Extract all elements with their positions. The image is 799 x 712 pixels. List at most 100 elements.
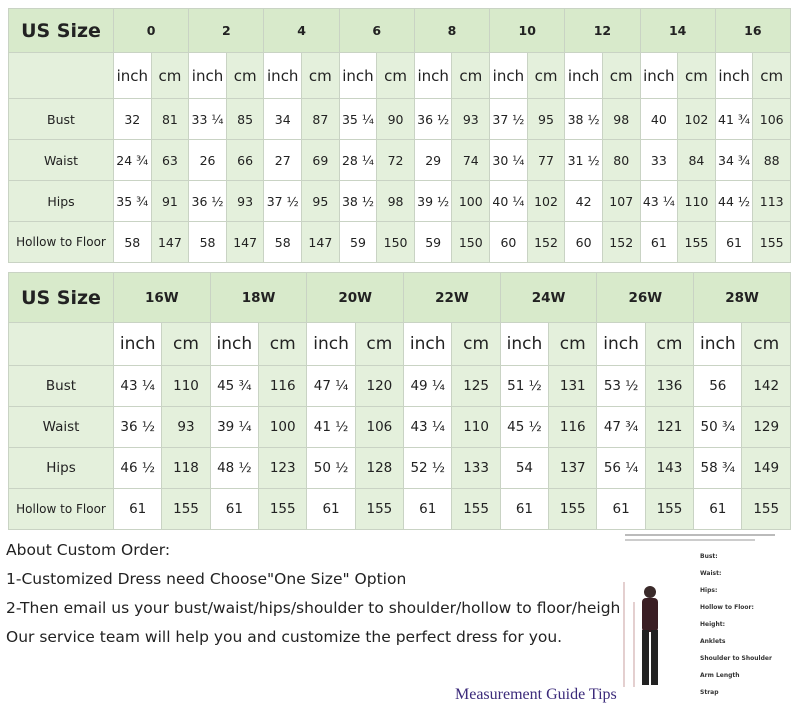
row-label: Hollow to Floor — [8, 221, 114, 263]
row-label: Bust — [8, 98, 114, 140]
unit-cm: cm — [225, 52, 265, 99]
size-chart-plus: US Size 16W 18W 20W 22W 24W 26W 28W inch cm inch cm… — [8, 272, 791, 530]
cm-value: 142 — [741, 365, 791, 407]
size-header: 14 — [639, 8, 716, 53]
inch-value: 35 ¼ — [338, 98, 378, 140]
unit-cm: cm — [301, 52, 340, 99]
inch-value: 31 ½ — [564, 139, 603, 181]
inch-value: 45 ½ — [499, 406, 550, 448]
cm-value: 147 — [301, 221, 340, 263]
size-header: 18W — [209, 272, 308, 323]
inch-value: 33 — [639, 139, 679, 181]
inch-value: 37 ½ — [489, 98, 528, 140]
inch-value: 43 ¼ — [112, 365, 163, 407]
unit-inch: inch — [209, 322, 260, 366]
cm-value: 155 — [258, 488, 308, 530]
cm-value: 155 — [548, 488, 598, 530]
table-row: Hollow to Floor 58 147 58 147 58 147 59 150 59 150… — [8, 221, 791, 263]
size-header: 10 — [489, 8, 566, 53]
row-label: Hollow to Floor — [8, 488, 114, 530]
custom-order-notes: About Custom Order: 1-Customized Dress n… — [6, 536, 636, 652]
unit-inch: inch — [714, 52, 754, 99]
cm-value: 113 — [752, 180, 791, 222]
guide-label: Arm Length — [700, 672, 740, 679]
inch-value: 43 ¼ — [639, 180, 679, 222]
unit-cm: cm — [354, 322, 405, 366]
cm-value: 155 — [161, 488, 211, 530]
cm-value: 87 — [301, 98, 340, 140]
unit-cm: cm — [526, 52, 566, 99]
unit-cm: cm — [741, 322, 791, 366]
table-row: Bust 32 81 33 ¼ 85 34 87 35 ¼ 90 36 ½ 93 37 ½ 95 38 ½… — [8, 98, 791, 140]
cm-value: 98 — [376, 180, 415, 222]
cm-value: 102 — [526, 180, 566, 222]
cm-value: 125 — [451, 365, 501, 407]
cm-value: 136 — [644, 365, 695, 407]
cm-value: 84 — [677, 139, 716, 181]
inch-value: 38 ½ — [564, 98, 603, 140]
cm-value: 149 — [741, 447, 791, 489]
inch-value: 45 ¾ — [209, 365, 260, 407]
inch-value: 36 ½ — [112, 406, 163, 448]
cm-value: 152 — [526, 221, 566, 263]
cm-value: 121 — [644, 406, 695, 448]
inch-value: 30 ¼ — [489, 139, 528, 181]
cm-value: 85 — [225, 98, 265, 140]
cm-value: 106 — [752, 98, 791, 140]
guide-label: Hips: — [700, 587, 718, 594]
cm-value: 74 — [451, 139, 491, 181]
inch-value: 39 ½ — [413, 180, 453, 222]
cm-value: 110 — [451, 406, 501, 448]
inch-value: 58 — [263, 221, 303, 263]
row-label: Hips — [8, 447, 114, 489]
size-header: 26W — [596, 272, 695, 323]
inch-value: 61 — [714, 221, 754, 263]
cm-value: 116 — [548, 406, 598, 448]
inch-value: 61 — [403, 488, 453, 530]
unit-cm: cm — [150, 52, 190, 99]
cm-value: 98 — [601, 98, 641, 140]
inch-value: 34 — [263, 98, 303, 140]
cm-value: 63 — [150, 139, 190, 181]
inch-value: 35 ¾ — [113, 180, 152, 222]
unit-cm: cm — [451, 52, 491, 99]
size-header: 20W — [306, 272, 405, 323]
cm-value: 110 — [677, 180, 716, 222]
inch-value: 59 — [413, 221, 453, 263]
cm-value: 128 — [354, 447, 405, 489]
cm-value: 118 — [161, 447, 211, 489]
unit-cm: cm — [258, 322, 308, 366]
row-label: Waist — [8, 139, 114, 181]
unit-inch: inch — [489, 52, 528, 99]
header-label: US Size — [8, 8, 114, 53]
unit-cm: cm — [644, 322, 695, 366]
cm-value: 93 — [451, 98, 491, 140]
unit-inch: inch — [112, 322, 163, 366]
inch-value: 40 — [639, 98, 679, 140]
unit-inch: inch — [413, 52, 453, 99]
unit-cm: cm — [601, 52, 641, 99]
table-row: Hollow to Floor 61 155 61 155 61 155 61 155 61 155… — [8, 488, 791, 530]
cm-value: 81 — [150, 98, 190, 140]
cm-value: 155 — [752, 221, 791, 263]
cm-value: 152 — [601, 221, 641, 263]
size-header: 6 — [338, 8, 415, 53]
unit-inch: inch — [596, 322, 646, 366]
unit-cm: cm — [376, 52, 415, 99]
size-header: 8 — [413, 8, 491, 53]
cm-value: 77 — [526, 139, 566, 181]
cm-value: 137 — [548, 447, 598, 489]
inch-value: 33 ¼ — [188, 98, 227, 140]
unit-cm: cm — [451, 322, 501, 366]
unit-cm: cm — [677, 52, 716, 99]
unit-inch: inch — [306, 322, 356, 366]
inch-value: 36 ½ — [188, 180, 227, 222]
inch-value: 29 — [413, 139, 453, 181]
size-header: 12 — [564, 8, 641, 53]
cm-value: 143 — [644, 447, 695, 489]
cm-value: 150 — [451, 221, 491, 263]
size-header: 22W — [403, 272, 501, 323]
cm-value: 155 — [741, 488, 791, 530]
inch-value: 54 — [499, 447, 550, 489]
